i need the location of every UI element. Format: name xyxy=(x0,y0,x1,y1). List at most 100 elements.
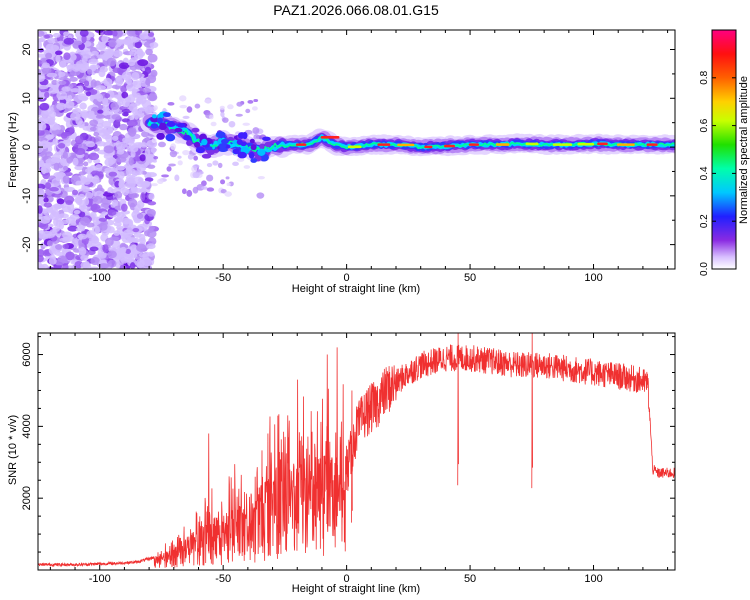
spectrogram-speckle-blob xyxy=(97,249,104,257)
spectrogram-speckle-blob xyxy=(48,86,59,94)
colorbar-tick-label: 0.8 xyxy=(699,70,710,84)
spectrogram-speckle-blob xyxy=(243,165,251,169)
spectrogram-speckle-blob xyxy=(55,50,63,56)
spectrogram-speckle-blob xyxy=(89,266,100,269)
spectrogram-speckle-blob xyxy=(51,129,63,135)
spectrogram-speckle-blob xyxy=(59,157,68,166)
spectrogram-speckle-blob xyxy=(50,122,59,131)
spectrogram-speckle-blob xyxy=(137,59,149,67)
spectrogram-speckle-blob xyxy=(59,60,67,68)
snr-panel: -100 -50 0 50 100 2000 4000 6000 Height of stra… xyxy=(7,332,676,595)
spectrogram-speckle-blob xyxy=(206,174,214,182)
spectrogram-speckle-blob xyxy=(139,77,146,83)
snr-y-axis-label: SNR (10 * v/v) xyxy=(7,415,19,485)
spectrogram-speckle-blob xyxy=(113,50,123,58)
spectrogram-speckle-blob xyxy=(116,146,126,152)
spectrogram-speckle-blob xyxy=(84,168,93,173)
spectrogram-speckle-blob xyxy=(93,94,100,100)
spectrogram-speckle-blob xyxy=(245,108,251,114)
spectrogram-speckle-blob xyxy=(60,132,68,139)
spectrogram-speckle-blob xyxy=(89,246,99,252)
spectrogram-speckle-blob xyxy=(82,50,92,59)
spectrogram-speckle-blob xyxy=(80,254,89,261)
spectrogram-speckle-blob xyxy=(179,104,188,109)
spectrogram-speckle-blob xyxy=(38,265,46,269)
spectrogram-speckle-blob xyxy=(126,30,136,37)
spectrogram-speckle-blob xyxy=(144,148,151,156)
spectrogram-speckle-blob xyxy=(115,165,126,171)
spectrogram-speckle-blob xyxy=(80,216,91,226)
snr-x-tick-label: -100 xyxy=(89,573,111,585)
spectrogram-speckle-blob xyxy=(106,57,117,67)
snr-x-tick-label: 0 xyxy=(344,573,350,585)
spectrogram-speckle-blob xyxy=(177,155,182,159)
snr-x-axis-label: Height of straight line (km) xyxy=(292,583,420,595)
spectrogram-speckle-blob xyxy=(220,179,226,185)
spectrogram-ridge-blob xyxy=(191,127,200,133)
spectrogram-speckle-blob xyxy=(118,123,128,131)
spectrogram-speckle-blob xyxy=(112,67,121,73)
spectrogram-speckle-blob xyxy=(127,198,138,208)
spectrogram-speckle-blob xyxy=(220,111,225,118)
spectrogram-speckle-blob xyxy=(232,161,239,166)
spectrogram-ridge-blob xyxy=(248,151,255,159)
spectrogram-speckle-blob xyxy=(115,76,121,82)
snr-y-tick-label: 6000 xyxy=(21,342,33,366)
spectrogram-speckle-blob xyxy=(79,111,89,117)
spectrogram-speckle-blob xyxy=(118,179,124,189)
spectrogram-speckle-blob xyxy=(151,183,158,187)
colorbar-ticks: 0.0 0.2 0.4 0.6 0.8 xyxy=(699,70,736,276)
snr-x-tick-label: 50 xyxy=(464,573,476,585)
spectrogram-ridge-blob xyxy=(259,144,265,150)
spectrogram-speckle-blob xyxy=(39,37,46,43)
spectrogram-speckle-blob xyxy=(101,120,112,129)
spectrogram-ridge-blob xyxy=(215,131,226,138)
spectrogram-ridge-blob xyxy=(195,146,206,154)
spectrogram-speckle-blob xyxy=(102,244,109,253)
spectrogram-speckle-blob xyxy=(90,170,100,176)
spectrogram-speckle-blob xyxy=(206,163,213,168)
spectrogram-ridge-blob xyxy=(257,148,266,156)
spectrogram-speckle-blob xyxy=(139,233,146,242)
spectrogram-speckle-blob xyxy=(57,142,66,149)
spectrogram-ridge-blob xyxy=(262,136,271,141)
spectrogram-speckle-blob xyxy=(144,177,154,182)
spectrogram-speckle-blob xyxy=(136,243,147,252)
snr-frame xyxy=(37,332,676,571)
spectrogram-speckle-blob xyxy=(47,37,56,44)
spectrogram-speckle-blob xyxy=(225,176,230,180)
spectrogram-speckle-blob xyxy=(38,73,46,82)
spectrogram-speckle-blob xyxy=(112,30,118,37)
spectrogram-speckle-blob xyxy=(62,236,71,243)
spectrogram-speckle-blob xyxy=(257,176,265,180)
spectrogram-speckle-blob xyxy=(107,186,114,195)
spectrogram-speckle-blob xyxy=(53,32,61,38)
spectrogram-y-axis-label: Frequency (Hz) xyxy=(7,112,19,188)
spectrogram-speckle-blob xyxy=(44,182,52,190)
spectrogram-speckle-blob xyxy=(126,83,136,92)
spectrogram-speckle-blob xyxy=(83,122,89,127)
spectrogram-speckle-blob xyxy=(98,217,108,222)
spectrogram-speckle-blob xyxy=(144,66,152,75)
spectrogram-ridge-blob xyxy=(186,140,193,146)
spectrogram-speckle-blob xyxy=(128,156,134,166)
spectrogram-ridge-blob xyxy=(157,117,163,124)
spectrogram-speckle-blob xyxy=(118,62,130,69)
spectrogram-speckle-blob xyxy=(90,79,97,89)
spectrogram-speckle-blob xyxy=(82,177,92,185)
spectrogram-speckle-blob xyxy=(83,161,89,167)
spectrogram-speckle-blob xyxy=(182,188,187,195)
spectrogram-y-tick-label: 0 xyxy=(21,144,33,150)
spectrogram-ridge-blob xyxy=(165,133,176,142)
spectrogram-speckle-blob xyxy=(206,187,215,192)
spectrogram-speckle-blob xyxy=(117,171,125,180)
spectrogram-speckle-blob xyxy=(58,80,67,86)
spectrogram-speckle-blob xyxy=(107,209,117,216)
spectrogram-ridge-blob xyxy=(218,147,228,153)
spectrogram-speckle-blob xyxy=(204,99,212,104)
spectrogram-speckle-blob xyxy=(194,103,201,109)
spectrogram-speckle-blob xyxy=(62,151,68,159)
spectrogram-speckle-blob xyxy=(45,158,56,165)
